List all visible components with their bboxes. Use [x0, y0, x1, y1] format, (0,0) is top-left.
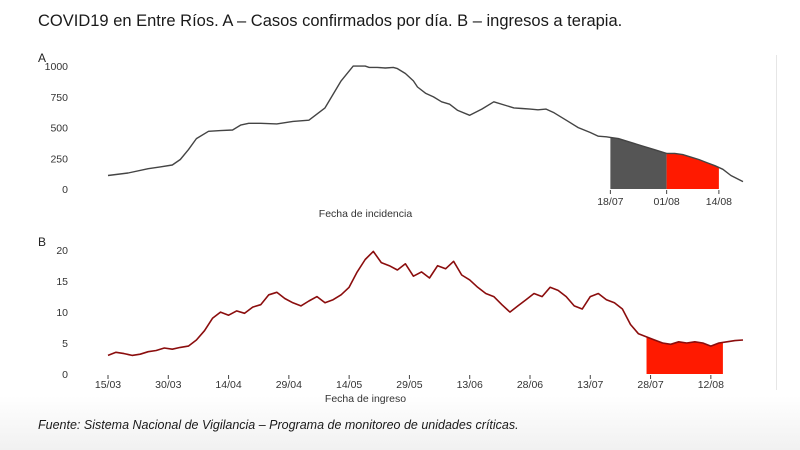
x-tick-label: 28/06: [517, 379, 543, 391]
shaded-region-red: [666, 153, 719, 189]
y-tick-label: 15: [56, 276, 68, 288]
x-tick-label: 13/06: [457, 379, 483, 391]
chart-title: COVID19 en Entre Ríos. A – Casos confirm…: [38, 12, 623, 30]
x-axis-label: Fecha de incidencia: [319, 208, 413, 220]
x-tick-label: 14/05: [336, 379, 362, 391]
y-tick-label: 500: [50, 123, 68, 135]
x-tick-label: 14/08: [706, 196, 732, 208]
x-axis-label: Fecha de ingreso: [325, 393, 406, 405]
panel-a: A 0 250 500 750 1000 18/07 01/08 14/08 Fecha de i…: [38, 51, 744, 220]
panel-b-label: B: [38, 235, 46, 249]
x-tick-label: 29/04: [276, 379, 302, 391]
panel-b: B 0 5 10 15 20 15/03 30/03 14/04 29/04 14/05 29/05 1…: [38, 235, 744, 405]
y-tick-label: 750: [50, 92, 68, 104]
y-tick-label: 20: [56, 245, 68, 257]
series-line: [107, 65, 744, 183]
y-tick-label: 250: [50, 153, 68, 165]
x-tick-label: 01/08: [653, 196, 679, 208]
x-tick-label: 15/03: [95, 379, 121, 391]
y-tick-label: 0: [62, 369, 68, 381]
x-tick-label: 12/08: [698, 379, 724, 391]
series-line: [107, 250, 744, 357]
x-tick-label: 29/05: [396, 379, 422, 391]
x-tick-label: 13/07: [577, 379, 603, 391]
shaded-region-dark: [610, 137, 667, 189]
x-tick-label: 28/07: [637, 379, 663, 391]
y-tick-label: 5: [62, 338, 68, 350]
panel-a-label: A: [38, 51, 46, 65]
y-tick-label: 0: [62, 184, 68, 196]
x-tick-label: 18/07: [597, 196, 623, 208]
source-note: Fuente: Sistema Nacional de Vigilancia –…: [38, 418, 519, 432]
shaded-region-red: [646, 336, 723, 374]
x-tick-label: 30/03: [155, 379, 181, 391]
right-divider: [776, 55, 777, 390]
y-tick-label: 10: [56, 307, 68, 319]
x-tick-label: 14/04: [215, 379, 241, 391]
y-tick-label: 1000: [45, 61, 69, 73]
